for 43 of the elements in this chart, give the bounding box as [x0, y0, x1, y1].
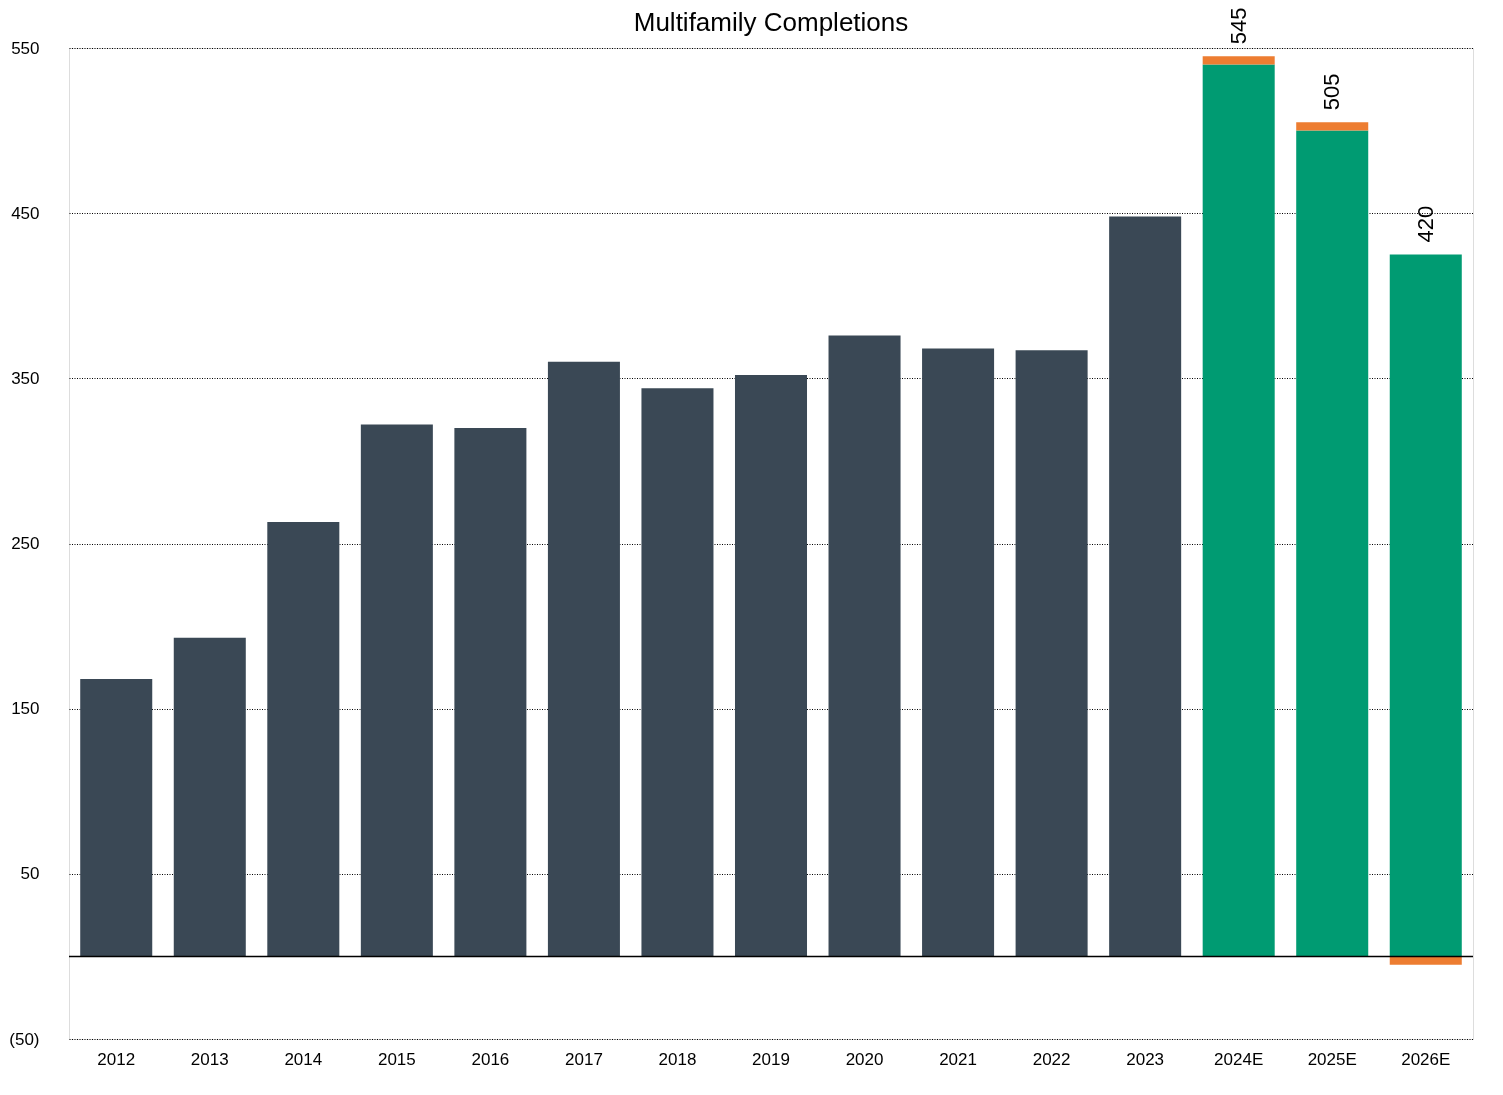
x-tick-label: 2013	[190, 1049, 229, 1069]
bar	[1109, 216, 1182, 957]
x-tick-label: 2026E	[1401, 1049, 1451, 1069]
bar	[1389, 254, 1462, 957]
x-tick-label: 2017	[565, 1049, 603, 1069]
bar	[734, 375, 808, 957]
x-tick-label: 2021	[939, 1049, 977, 1069]
y-tick-label: 550	[11, 38, 40, 58]
x-tick-label: 2019	[752, 1049, 790, 1069]
y-tick-label: 350	[11, 368, 40, 388]
x-tick-label: 2014	[284, 1049, 323, 1069]
bar	[360, 424, 433, 957]
x-tick-label: 2020	[845, 1049, 884, 1069]
total-label: 420	[1412, 205, 1438, 243]
x-tick-label: 2012	[97, 1049, 136, 1069]
total-label: 545	[1225, 7, 1251, 45]
bar	[547, 361, 620, 957]
bar	[80, 678, 153, 957]
chart-title: Multifamily Completions	[633, 6, 909, 37]
bar	[1015, 350, 1088, 957]
x-tick-label: 2024E	[1214, 1049, 1264, 1069]
bar	[1296, 122, 1369, 131]
bar	[922, 348, 995, 957]
bar	[1202, 64, 1275, 957]
x-tick-label: 2016	[471, 1049, 510, 1069]
y-tick-label: 450	[11, 203, 40, 223]
bar	[454, 427, 527, 957]
x-tick-label: 2023	[1126, 1049, 1165, 1069]
y-tick-label: 150	[11, 699, 40, 719]
x-tick-label: 2025E	[1307, 1049, 1357, 1069]
bar	[267, 522, 340, 957]
y-tick-label: 250	[11, 534, 40, 553]
x-tick-label: 2018	[658, 1049, 697, 1069]
bar	[1296, 130, 1369, 957]
total-label: 505	[1319, 73, 1345, 111]
bar	[641, 388, 714, 957]
bar	[1202, 56, 1275, 65]
y-tick-label: (50)	[9, 1029, 40, 1049]
y-tick-label: 50	[20, 864, 40, 884]
bar	[828, 335, 901, 957]
x-tick-label: 2015	[377, 1049, 416, 1069]
x-tick-label: 2022	[1032, 1049, 1071, 1069]
bar	[173, 637, 246, 957]
